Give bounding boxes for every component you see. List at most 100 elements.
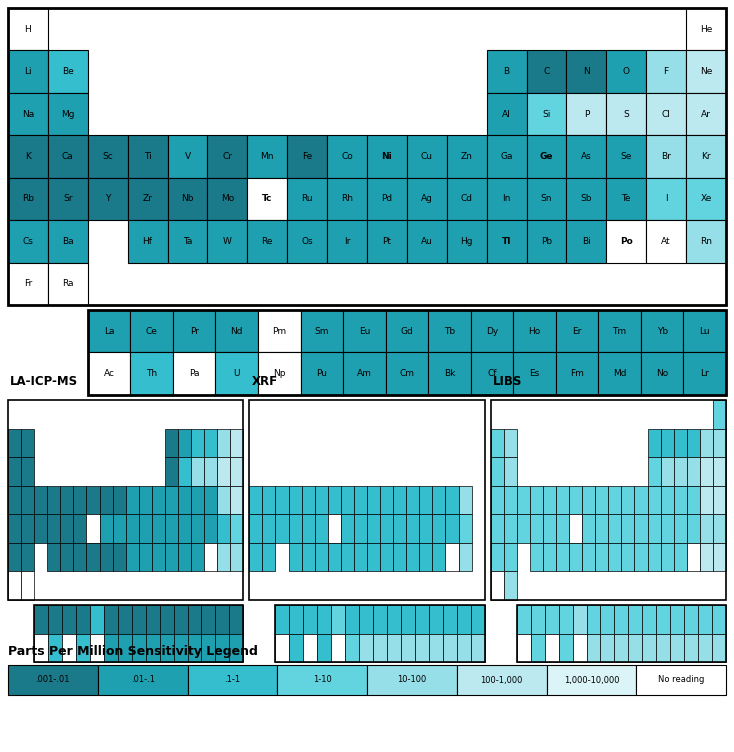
Bar (173, 310, 215, 353)
Bar (608, 543, 622, 572)
Bar (178, 514, 191, 543)
Text: Ce: Ce (145, 326, 158, 335)
Text: Zr: Zr (142, 195, 153, 204)
Bar (118, 634, 132, 663)
Text: Th: Th (146, 369, 157, 378)
Bar (700, 543, 713, 572)
Text: S: S (623, 110, 629, 119)
Bar (670, 605, 684, 634)
Text: Lr: Lr (700, 369, 709, 378)
Bar (128, 177, 167, 220)
Bar (287, 177, 327, 220)
Bar (530, 486, 543, 514)
Bar (470, 634, 484, 663)
Bar (90, 605, 104, 634)
Text: Parts Per Million Sensitivity Legend: Parts Per Million Sensitivity Legend (8, 645, 258, 658)
Bar (647, 486, 661, 514)
Bar (88, 177, 128, 220)
Bar (139, 543, 152, 572)
Text: Tm: Tm (613, 326, 627, 335)
Text: Os: Os (302, 237, 313, 246)
Bar (569, 543, 582, 572)
Bar (345, 634, 359, 663)
Bar (345, 605, 359, 634)
Bar (457, 634, 470, 663)
Bar (126, 543, 139, 572)
Text: Cu: Cu (421, 152, 433, 161)
Bar (459, 543, 471, 572)
Bar (393, 486, 406, 514)
Bar (230, 429, 244, 457)
Bar (128, 220, 167, 262)
Bar (100, 486, 112, 514)
Text: B: B (504, 67, 509, 76)
Bar (178, 457, 191, 486)
Bar (428, 353, 470, 395)
Text: Mg: Mg (61, 110, 75, 119)
Bar (8, 262, 48, 305)
Bar (628, 634, 642, 663)
Bar (302, 486, 315, 514)
Bar (419, 514, 432, 543)
Bar (112, 514, 126, 543)
Bar (287, 220, 327, 262)
Bar (504, 457, 517, 486)
Bar (328, 543, 341, 572)
Bar (178, 486, 191, 514)
Bar (687, 486, 700, 514)
Bar (608, 486, 622, 514)
Bar (48, 634, 62, 663)
Bar (634, 486, 647, 514)
Bar (700, 486, 713, 514)
Bar (432, 543, 446, 572)
Bar (683, 310, 726, 353)
Bar (288, 543, 302, 572)
Bar (446, 514, 459, 543)
Bar (302, 514, 315, 543)
Bar (88, 310, 131, 353)
Text: Bi: Bi (582, 237, 591, 246)
Bar (367, 543, 380, 572)
Bar (387, 634, 401, 663)
Bar (263, 543, 275, 572)
Bar (487, 177, 526, 220)
Bar (446, 543, 459, 572)
Bar (202, 634, 216, 663)
Text: Sr: Sr (63, 195, 73, 204)
Bar (34, 605, 244, 663)
Bar (341, 486, 354, 514)
Bar (432, 514, 446, 543)
Bar (247, 177, 287, 220)
Bar (674, 429, 687, 457)
Text: Er: Er (573, 326, 582, 335)
Bar (126, 486, 139, 514)
Bar (8, 400, 244, 600)
Bar (526, 92, 567, 135)
Bar (661, 486, 674, 514)
Text: Rh: Rh (341, 195, 353, 204)
Bar (569, 514, 582, 543)
Bar (401, 634, 415, 663)
Text: No reading: No reading (658, 675, 705, 684)
Bar (490, 572, 504, 600)
Text: Cs: Cs (23, 237, 33, 246)
Bar (530, 543, 543, 572)
Text: Te: Te (622, 195, 631, 204)
Bar (275, 605, 289, 634)
Bar (230, 543, 244, 572)
Bar (419, 486, 432, 514)
Text: Ge: Ge (539, 152, 553, 161)
Bar (647, 543, 661, 572)
Bar (132, 605, 146, 634)
Bar (517, 486, 530, 514)
Bar (687, 429, 700, 457)
Bar (76, 634, 90, 663)
Text: Sc: Sc (102, 152, 113, 161)
Bar (230, 486, 244, 514)
Bar (48, 262, 88, 305)
Text: Eu: Eu (359, 326, 370, 335)
Bar (354, 514, 367, 543)
Bar (517, 605, 531, 634)
Bar (567, 220, 606, 262)
Bar (647, 429, 661, 457)
